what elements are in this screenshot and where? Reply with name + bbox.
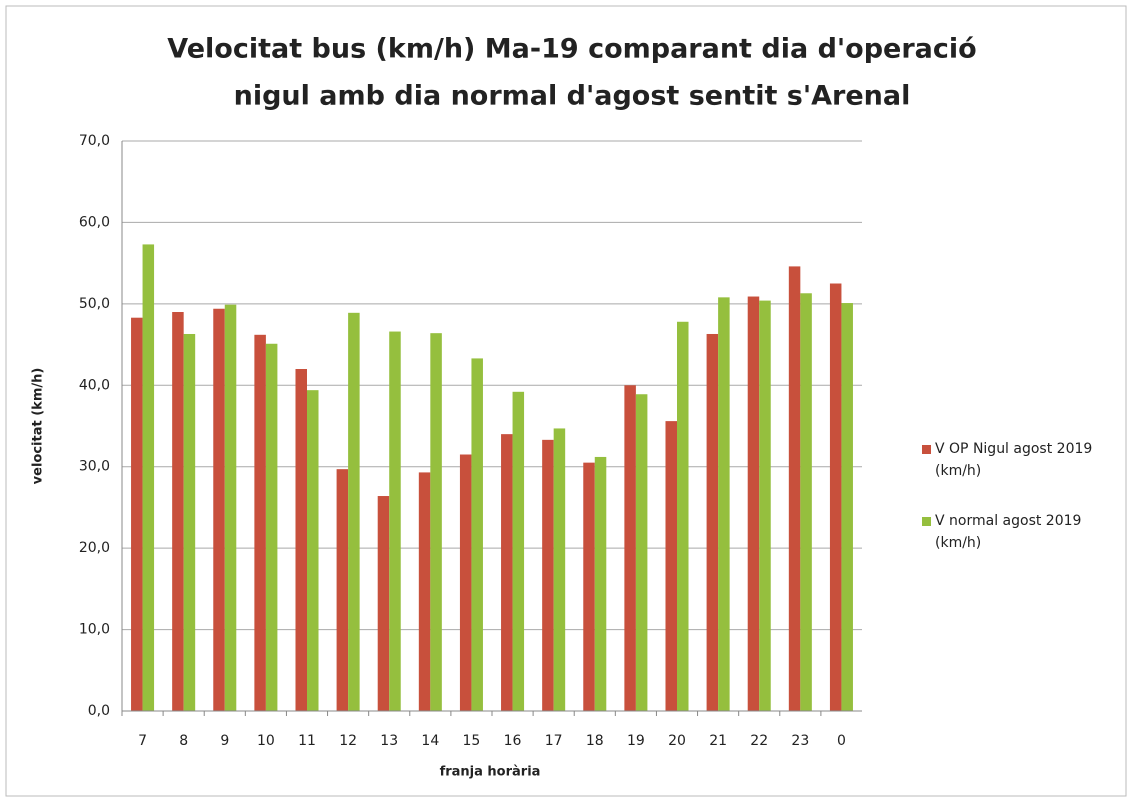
- chart-border: [5, 5, 1127, 797]
- bar: [542, 439, 554, 711]
- bar: [829, 283, 842, 711]
- x-axis-title: franja horària: [440, 765, 541, 780]
- bar: [788, 266, 801, 711]
- bar: [142, 244, 155, 711]
- x-tick-label: 12: [339, 733, 357, 749]
- legend-item: V normal agost 2019 (km/h): [922, 510, 1122, 554]
- bar: [471, 358, 483, 711]
- x-tick-label: 14: [421, 733, 439, 749]
- bar: [430, 333, 442, 711]
- chart-title: Velocitat bus (km/h) Ma-19 comparant dia…: [167, 34, 976, 65]
- legend: V OP Nigul agost 2019 (km/h) V normal ago…: [922, 438, 1122, 582]
- x-tick-label: 13: [380, 733, 398, 749]
- bar: [553, 428, 566, 711]
- x-tick-label: 9: [220, 733, 229, 749]
- bar: [183, 333, 196, 711]
- bar: [706, 333, 719, 711]
- bar: [224, 304, 237, 711]
- bar: [377, 496, 390, 711]
- chart-title: nigul amb dia normal d'agost sentit s'Ar…: [234, 81, 911, 112]
- bar: [295, 369, 307, 711]
- legend-swatch: [922, 517, 931, 526]
- y-tick-label: 0,0: [88, 703, 110, 719]
- y-tick-label: 40,0: [79, 377, 110, 393]
- x-tick-label: 10: [257, 733, 275, 749]
- bar: [512, 391, 525, 711]
- bar: [665, 421, 677, 711]
- bar: [172, 312, 184, 711]
- x-tick-label: 16: [504, 733, 522, 749]
- y-axis-title: velocitat (km/h): [31, 368, 46, 485]
- x-tick-label: 23: [791, 733, 809, 749]
- x-tick-label: 11: [298, 733, 316, 749]
- x-tick-label: 22: [750, 733, 768, 749]
- y-tick-label: 30,0: [79, 459, 110, 475]
- legend-item: V OP Nigul agost 2019 (km/h): [922, 438, 1122, 482]
- x-tick-label: 19: [627, 733, 645, 749]
- bar: [624, 385, 636, 711]
- bar: [718, 297, 730, 711]
- y-tick-label: 50,0: [79, 296, 110, 312]
- y-tick-label: 70,0: [79, 133, 110, 149]
- bar: [759, 300, 771, 711]
- bar: [131, 317, 143, 711]
- bar: [747, 296, 760, 711]
- bar: [265, 343, 278, 711]
- y-tick-label: 60,0: [79, 214, 110, 230]
- x-tick-label: 15: [463, 733, 481, 749]
- y-tick-label: 10,0: [79, 622, 110, 638]
- bar: [348, 312, 360, 711]
- y-tick-label: 20,0: [79, 540, 110, 556]
- x-tick-label: 17: [545, 733, 563, 749]
- bar: [841, 303, 853, 711]
- bar: [254, 334, 266, 711]
- legend-label: V OP Nigul agost 2019 (km/h): [935, 441, 1093, 479]
- bar: [307, 390, 319, 711]
- bar: [459, 454, 472, 711]
- legend-label: V normal agost 2019 (km/h): [935, 513, 1082, 551]
- bar: [336, 469, 349, 711]
- bar: [677, 321, 689, 711]
- bar: [635, 394, 648, 711]
- bar: [389, 331, 401, 711]
- bar: [583, 462, 595, 711]
- x-tick-label: 18: [586, 733, 604, 749]
- bar: [800, 293, 812, 711]
- x-tick-label: 20: [668, 733, 686, 749]
- x-tick-label: 21: [709, 733, 727, 749]
- bar: [501, 434, 513, 711]
- legend-swatch: [922, 445, 931, 454]
- x-tick-label: 7: [138, 733, 147, 749]
- bar: [418, 472, 431, 711]
- bar: [213, 308, 225, 711]
- bar: [594, 456, 607, 711]
- x-tick-label: 0: [837, 733, 846, 749]
- x-tick-label: 8: [179, 733, 188, 749]
